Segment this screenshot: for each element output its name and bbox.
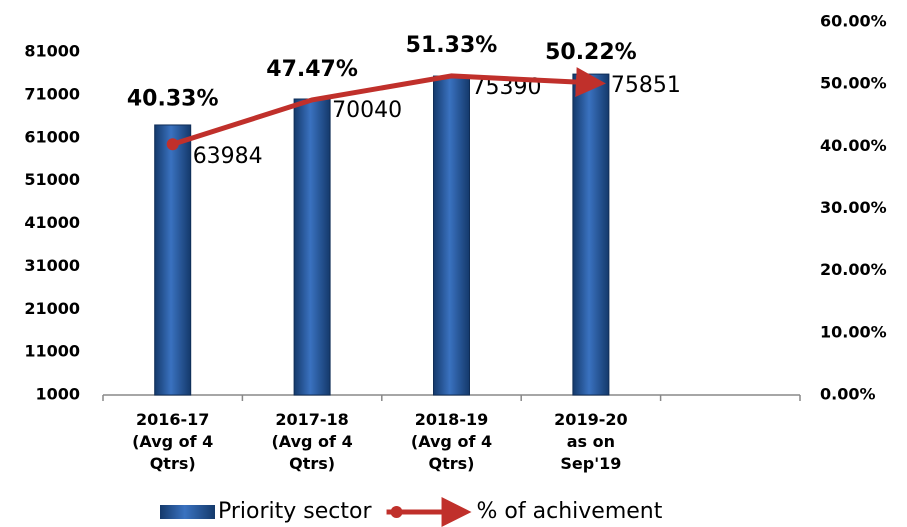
legend-label: % of achivement	[477, 499, 663, 524]
bar	[293, 98, 331, 396]
x-tick-label: 2017-18 (Avg of 4 Qtrs)	[271, 410, 353, 473]
line-value-label: 50.22%	[545, 40, 637, 65]
y-tick-label: 11000	[24, 342, 80, 361]
y-tick-label: 21000	[24, 299, 80, 318]
bar	[154, 124, 192, 396]
legend-marker	[390, 506, 403, 518]
y2-tick-label: 50.00%	[820, 74, 887, 93]
y2-tick-label: 60.00%	[820, 12, 887, 31]
bar-value-label: 63984	[193, 144, 263, 169]
y-tick-label: 61000	[24, 127, 80, 146]
y2-tick-label: 30.00%	[820, 198, 887, 217]
y-tick-label: 51000	[24, 170, 80, 189]
line-marker	[166, 138, 179, 151]
y2-tick-label: 0.00%	[820, 385, 876, 404]
line-value-label: 51.33%	[406, 33, 498, 58]
bar-value-label: 70040	[332, 98, 402, 123]
y-tick-label: 1000	[35, 385, 80, 404]
y-tick-label: 81000	[24, 42, 80, 61]
bar	[433, 75, 470, 396]
x-tick-label: 2019-20 as on Sep'19	[554, 410, 628, 473]
y-tick-label: 31000	[24, 256, 80, 275]
y-tick-label: 71000	[24, 84, 80, 103]
x-tick-label: 2016-17 (Avg of 4 Qtrs)	[132, 410, 214, 473]
line	[171, 67, 606, 147]
bar	[572, 73, 610, 396]
y2-tick-label: 10.00%	[820, 322, 887, 341]
y2-tick-label: 40.00%	[820, 136, 887, 155]
legend-label: Priority sector	[218, 499, 372, 524]
line-value-label: 40.33%	[127, 86, 219, 111]
bar-value-label: 75851	[611, 73, 681, 98]
legend-swatch	[160, 505, 215, 519]
y-tick-label: 41000	[24, 213, 80, 232]
y2-tick-label: 20.00%	[820, 260, 887, 279]
x-tick-label: 2018-19 (Avg of 4 Qtrs)	[410, 410, 493, 473]
line-value-label: 47.47%	[266, 57, 358, 82]
